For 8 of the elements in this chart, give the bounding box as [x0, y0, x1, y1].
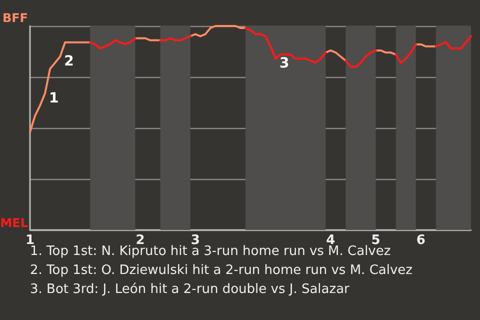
text: 2. Top 1st: O. Dziewulski hit a 2-run home run vs M. Calvez	[30, 263, 413, 278]
annotation: 3	[280, 56, 290, 72]
text: BFF	[2, 11, 28, 25]
annotation: 1	[49, 90, 59, 106]
annotation: 2	[64, 54, 74, 70]
x-tick-label: 6	[416, 233, 426, 248]
text: MEL	[0, 216, 28, 230]
text: 3. Bot 3rd: J. León hit a 2-run double vs J. Salazar	[30, 282, 350, 297]
